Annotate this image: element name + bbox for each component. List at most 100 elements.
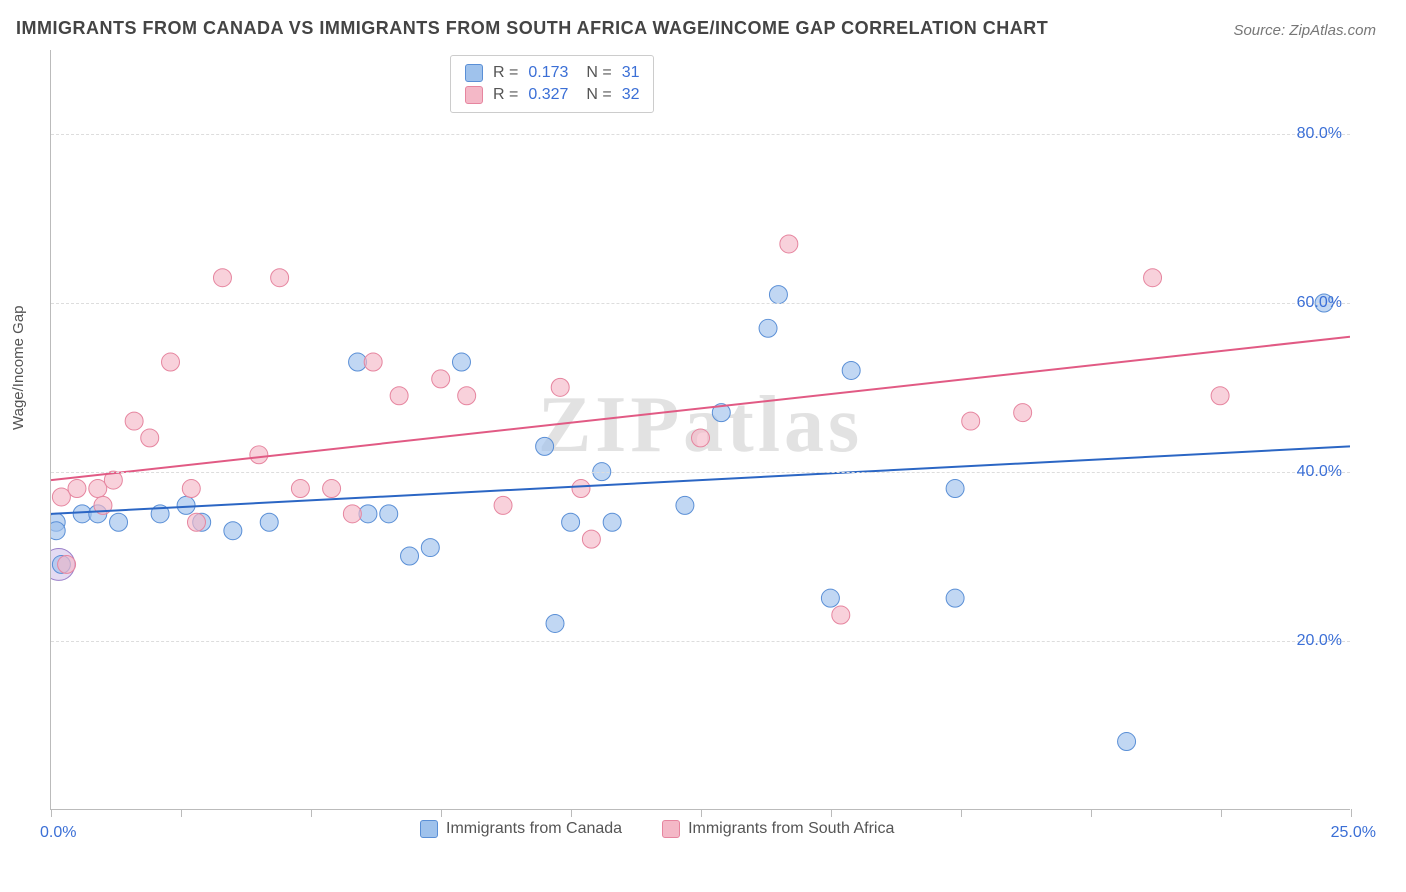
x-tick — [961, 809, 962, 817]
swatch-canada — [420, 820, 438, 838]
x-tick — [1091, 809, 1092, 817]
marker-canada — [603, 513, 621, 531]
marker-south_africa — [551, 378, 569, 396]
marker-canada — [421, 539, 439, 557]
marker-south_africa — [494, 496, 512, 514]
marker-canada — [536, 437, 554, 455]
marker-south_africa — [187, 513, 205, 531]
marker-south_africa — [182, 480, 200, 498]
marker-south_africa — [1014, 404, 1032, 422]
marker-canada — [1118, 733, 1136, 751]
legend-item-sa: Immigrants from South Africa — [662, 820, 894, 838]
source-label: Source: ZipAtlas.com — [1233, 22, 1376, 39]
marker-south_africa — [213, 269, 231, 287]
legend-label-sa: Immigrants from South Africa — [688, 820, 894, 838]
x-tick — [441, 809, 442, 817]
marker-canada — [769, 286, 787, 304]
swatch-south-africa — [662, 820, 680, 838]
marker-south_africa — [1144, 269, 1162, 287]
marker-south_africa — [572, 480, 590, 498]
marker-canada — [110, 513, 128, 531]
x-tick — [311, 809, 312, 817]
x-tick-0: 0.0% — [40, 824, 76, 842]
marker-south_africa — [343, 505, 361, 523]
marker-south_africa — [962, 412, 980, 430]
marker-south_africa — [271, 269, 289, 287]
chart-title: IMMIGRANTS FROM CANADA VS IMMIGRANTS FRO… — [16, 18, 1048, 39]
legend-label-canada: Immigrants from Canada — [446, 820, 622, 838]
gridline — [51, 134, 1350, 135]
marker-canada — [401, 547, 419, 565]
marker-canada — [224, 522, 242, 540]
y-tick-label: 40.0% — [1297, 463, 1342, 481]
n-label: N = — [586, 86, 611, 104]
trendline-south_africa — [51, 337, 1350, 480]
x-tick — [1351, 809, 1352, 817]
marker-canada — [380, 505, 398, 523]
marker-canada — [452, 353, 470, 371]
chart-svg — [51, 50, 1350, 809]
marker-canada — [946, 480, 964, 498]
marker-south_africa — [432, 370, 450, 388]
r-value-sa: 0.327 — [528, 86, 576, 104]
n-value-canada: 31 — [622, 64, 640, 82]
r-label: R = — [493, 64, 518, 82]
marker-south_africa — [291, 480, 309, 498]
x-tick — [701, 809, 702, 817]
marker-south_africa — [832, 606, 850, 624]
n-label: N = — [586, 64, 611, 82]
marker-south_africa — [458, 387, 476, 405]
y-tick-label: 60.0% — [1297, 294, 1342, 312]
x-tick-25: 25.0% — [1331, 824, 1376, 842]
marker-canada — [946, 589, 964, 607]
gridline — [51, 303, 1350, 304]
marker-canada — [546, 614, 564, 632]
y-tick-label: 80.0% — [1297, 125, 1342, 143]
r-label: R = — [493, 86, 518, 104]
x-tick — [181, 809, 182, 817]
chart-container: IMMIGRANTS FROM CANADA VS IMMIGRANTS FRO… — [0, 0, 1406, 892]
marker-south_africa — [1211, 387, 1229, 405]
marker-canada — [759, 319, 777, 337]
marker-south_africa — [250, 446, 268, 464]
marker-south_africa — [141, 429, 159, 447]
swatch-canada — [465, 64, 483, 82]
trendline-canada — [51, 446, 1350, 513]
marker-south_africa — [364, 353, 382, 371]
marker-south_africa — [780, 235, 798, 253]
gridline — [51, 641, 1350, 642]
stats-row-sa: R = 0.327 N = 32 — [465, 84, 639, 106]
n-value-sa: 32 — [622, 86, 640, 104]
x-tick — [831, 809, 832, 817]
marker-south_africa — [692, 429, 710, 447]
marker-south_africa — [125, 412, 143, 430]
y-tick-label: 20.0% — [1297, 632, 1342, 650]
marker-south_africa — [89, 480, 107, 498]
marker-canada — [821, 589, 839, 607]
plot-area: ZIPatlas 20.0%40.0%60.0%80.0% — [50, 50, 1350, 810]
r-value-canada: 0.173 — [528, 64, 576, 82]
marker-south_africa — [58, 555, 76, 573]
stats-row-canada: R = 0.173 N = 31 — [465, 62, 639, 84]
series-legend: Immigrants from Canada Immigrants from S… — [420, 820, 894, 838]
marker-canada — [842, 361, 860, 379]
x-tick — [571, 809, 572, 817]
marker-canada — [562, 513, 580, 531]
marker-canada — [260, 513, 278, 531]
marker-canada — [676, 496, 694, 514]
x-tick — [1221, 809, 1222, 817]
marker-south_africa — [323, 480, 341, 498]
y-axis-label: Wage/Income Gap — [10, 305, 27, 430]
gridline — [51, 472, 1350, 473]
marker-canada — [177, 496, 195, 514]
marker-south_africa — [162, 353, 180, 371]
x-tick — [51, 809, 52, 817]
marker-canada — [51, 522, 65, 540]
swatch-south-africa — [465, 86, 483, 104]
marker-south_africa — [582, 530, 600, 548]
stats-legend: R = 0.173 N = 31 R = 0.327 N = 32 — [450, 55, 654, 113]
legend-item-canada: Immigrants from Canada — [420, 820, 622, 838]
marker-south_africa — [68, 480, 86, 498]
marker-south_africa — [390, 387, 408, 405]
marker-south_africa — [52, 488, 70, 506]
